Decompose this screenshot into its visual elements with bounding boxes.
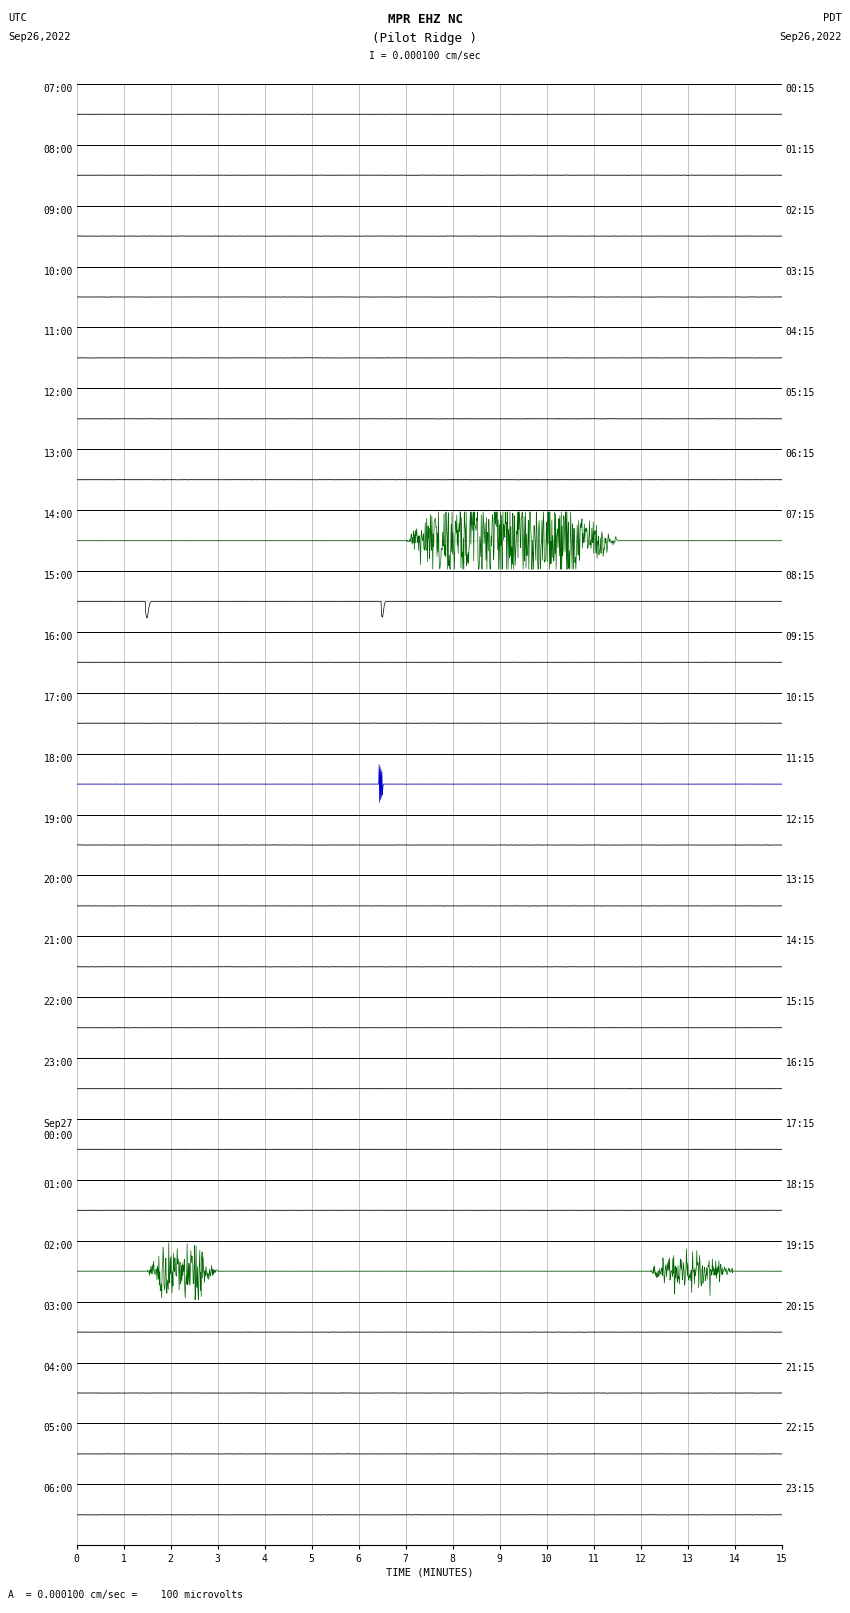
Text: 16:00: 16:00: [43, 632, 73, 642]
Text: 13:00: 13:00: [43, 448, 73, 460]
Text: 19:15: 19:15: [785, 1240, 815, 1250]
Text: 08:15: 08:15: [785, 571, 815, 581]
Text: 02:15: 02:15: [785, 206, 815, 216]
Text: 23:00: 23:00: [43, 1058, 73, 1068]
Text: 07:00: 07:00: [43, 84, 73, 94]
Text: 13:15: 13:15: [785, 876, 815, 886]
Text: 20:15: 20:15: [785, 1302, 815, 1311]
Text: 11:15: 11:15: [785, 753, 815, 763]
Text: Sep26,2022: Sep26,2022: [779, 32, 842, 42]
Text: 03:15: 03:15: [785, 266, 815, 276]
Text: A  = 0.000100 cm/sec =    100 microvolts: A = 0.000100 cm/sec = 100 microvolts: [8, 1590, 243, 1600]
Text: 14:00: 14:00: [43, 510, 73, 519]
Text: 17:15: 17:15: [785, 1119, 815, 1129]
Text: 10:00: 10:00: [43, 266, 73, 276]
Text: 21:00: 21:00: [43, 936, 73, 947]
Text: 16:15: 16:15: [785, 1058, 815, 1068]
Text: (Pilot Ridge ): (Pilot Ridge ): [372, 32, 478, 45]
Text: 06:00: 06:00: [43, 1484, 73, 1494]
X-axis label: TIME (MINUTES): TIME (MINUTES): [386, 1568, 473, 1578]
Text: 06:15: 06:15: [785, 448, 815, 460]
Text: UTC: UTC: [8, 13, 27, 23]
Text: 14:15: 14:15: [785, 936, 815, 947]
Text: 12:15: 12:15: [785, 815, 815, 824]
Text: 09:15: 09:15: [785, 632, 815, 642]
Text: PDT: PDT: [823, 13, 842, 23]
Text: 09:00: 09:00: [43, 206, 73, 216]
Text: 22:00: 22:00: [43, 997, 73, 1007]
Text: 03:00: 03:00: [43, 1302, 73, 1311]
Text: Sep27
00:00: Sep27 00:00: [43, 1119, 73, 1140]
Text: 11:00: 11:00: [43, 327, 73, 337]
Text: 05:00: 05:00: [43, 1424, 73, 1434]
Text: I = 0.000100 cm/sec: I = 0.000100 cm/sec: [369, 52, 481, 61]
Text: 18:00: 18:00: [43, 753, 73, 763]
Text: 04:00: 04:00: [43, 1363, 73, 1373]
Text: 01:00: 01:00: [43, 1181, 73, 1190]
Text: 21:15: 21:15: [785, 1363, 815, 1373]
Text: 22:15: 22:15: [785, 1424, 815, 1434]
Text: Sep26,2022: Sep26,2022: [8, 32, 71, 42]
Text: 08:00: 08:00: [43, 145, 73, 155]
Text: 15:15: 15:15: [785, 997, 815, 1007]
Text: MPR EHZ NC: MPR EHZ NC: [388, 13, 462, 26]
Text: 04:15: 04:15: [785, 327, 815, 337]
Text: 18:15: 18:15: [785, 1181, 815, 1190]
Text: 17:00: 17:00: [43, 694, 73, 703]
Text: 10:15: 10:15: [785, 694, 815, 703]
Text: 23:15: 23:15: [785, 1484, 815, 1494]
Text: 20:00: 20:00: [43, 876, 73, 886]
Text: 05:15: 05:15: [785, 389, 815, 398]
Text: 07:15: 07:15: [785, 510, 815, 519]
Text: 15:00: 15:00: [43, 571, 73, 581]
Text: 19:00: 19:00: [43, 815, 73, 824]
Text: 02:00: 02:00: [43, 1240, 73, 1250]
Text: 00:15: 00:15: [785, 84, 815, 94]
Text: 12:00: 12:00: [43, 389, 73, 398]
Text: 01:15: 01:15: [785, 145, 815, 155]
